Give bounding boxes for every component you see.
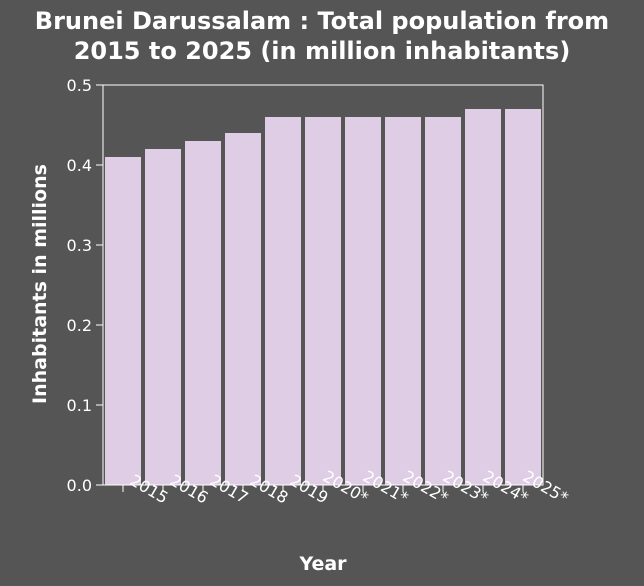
bar-2019 [265,117,301,485]
bar-2025-est [505,109,541,485]
y-axis-label: Inhabitants in millions [29,164,51,404]
x-tick-label: 2025* [520,467,572,508]
bar-2021-est [345,117,381,485]
bar-2020-est [305,117,341,485]
chart-title-line-2: 2015 to 2025 (in million inhabitants) [74,37,571,65]
bar-2023-est [425,117,461,485]
y-tick-label: 0.4 [67,156,92,175]
y-tick-label: 0.1 [67,396,92,415]
y-tick-label: 0.2 [67,316,92,335]
bar-2018 [225,133,261,485]
bar-2024-est [465,109,501,485]
bar-2022-est [385,117,421,485]
x-axis-label: Year [298,553,347,575]
y-tick-label: 0.0 [67,476,92,495]
bar-2017 [185,141,221,485]
bars-group [105,109,541,485]
chart-title-line-1: Brunei Darussalam : Total population fro… [35,7,609,35]
y-ticks-group: 0.0 0.1 0.2 0.3 0.4 0.5 [67,76,103,495]
bar-2016 [145,149,181,485]
y-tick-label: 0.5 [67,76,92,95]
y-tick-label: 0.3 [67,236,92,255]
bar-2015 [105,157,141,485]
